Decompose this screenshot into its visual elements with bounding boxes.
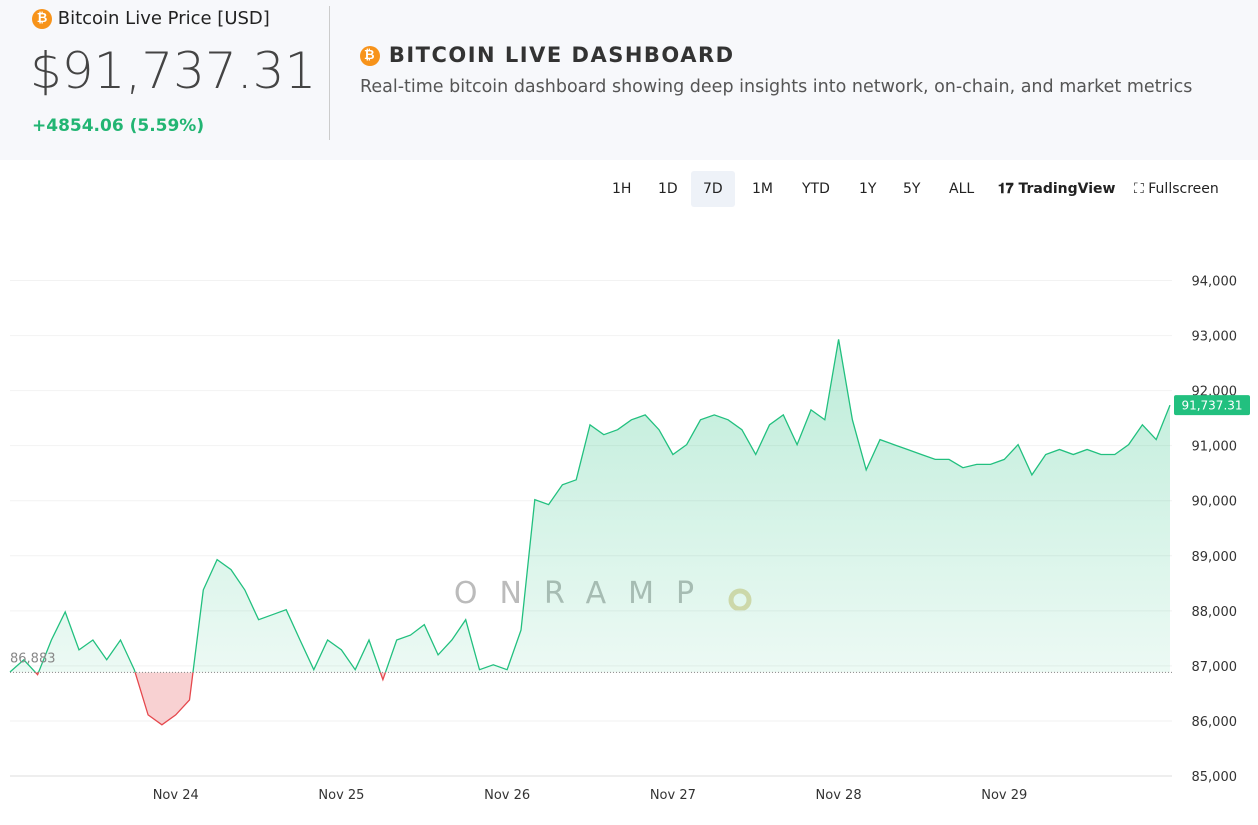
btc-icon: ₿ [32, 9, 52, 29]
x-tick-label: Nov 28 [816, 788, 862, 803]
last-price-badge [1174, 395, 1250, 416]
line-above [9, 339, 1171, 673]
range-button[interactable]: 1M [752, 181, 773, 197]
watermark-logo [728, 588, 752, 612]
line-below [10, 672, 387, 726]
subtitle: Real-time bitcoin dashboard showing deep… [360, 77, 1193, 97]
fullscreen-button[interactable]: ⛶ Fullscreen [1122, 171, 1231, 207]
price-label-row: ₿ Bitcoin Live Price [USD] [32, 8, 270, 29]
y-tick-label: 86,000 [1192, 715, 1238, 730]
range-button[interactable]: 1D [658, 181, 678, 197]
x-tick-label: Nov 29 [981, 788, 1027, 803]
y-tick-label: 90,000 [1192, 495, 1238, 510]
y-tick-label: 85,000 [1192, 770, 1238, 785]
x-tick-label: Nov 25 [318, 788, 364, 803]
range-button[interactable]: 7D [691, 171, 735, 207]
fullscreen-icon: ⛶ [1134, 181, 1144, 197]
baseline-label: 86,883 [10, 651, 56, 666]
divider [329, 6, 330, 140]
y-tick-label: 89,000 [1192, 550, 1238, 565]
y-tick-label: 94,000 [1192, 275, 1238, 290]
y-tick-label: 87,000 [1192, 660, 1238, 675]
area-below [10, 672, 1170, 725]
price: $91,737.31 [30, 42, 317, 100]
range-button[interactable]: ALL [949, 181, 975, 197]
title-row: ₿ BITCOIN LIVE DASHBOARD [360, 43, 735, 67]
tradingview-button[interactable]: 𝟏𝟕 TradingView [986, 171, 1127, 207]
watermark: ONRAMP [454, 576, 716, 611]
area-above [10, 339, 1170, 673]
x-tick-label: Nov 27 [650, 788, 696, 803]
price-label: Bitcoin Live Price [USD] [57, 8, 270, 29]
header: ₿ Bitcoin Live Price [USD] $91,737.31 +4… [0, 0, 1258, 160]
x-tick-label: Nov 26 [484, 788, 530, 803]
fullscreen-label: Fullscreen [1148, 181, 1219, 197]
y-tick-label: 93,000 [1192, 330, 1238, 345]
range-button[interactable]: 1Y [859, 181, 877, 197]
x-tick-label: Nov 24 [153, 788, 199, 803]
range-button[interactable]: 5Y [903, 181, 921, 197]
tradingview-label: TradingView [1018, 181, 1116, 197]
range-button[interactable]: YTD [802, 181, 830, 197]
price-change: +4854.06 (5.59%) [32, 116, 205, 136]
last-price-label: 91,737.31 [1181, 399, 1242, 413]
y-tick-label: 88,000 [1192, 605, 1238, 620]
y-tick-label: 91,000 [1192, 440, 1238, 455]
y-tick-label: 92,000 [1192, 385, 1238, 400]
title: BITCOIN LIVE DASHBOARD [388, 43, 735, 67]
btc-icon: ₿ [360, 46, 380, 66]
tv-logo: 𝟏𝟕 [998, 181, 1014, 197]
range-button[interactable]: 1H [612, 181, 632, 197]
